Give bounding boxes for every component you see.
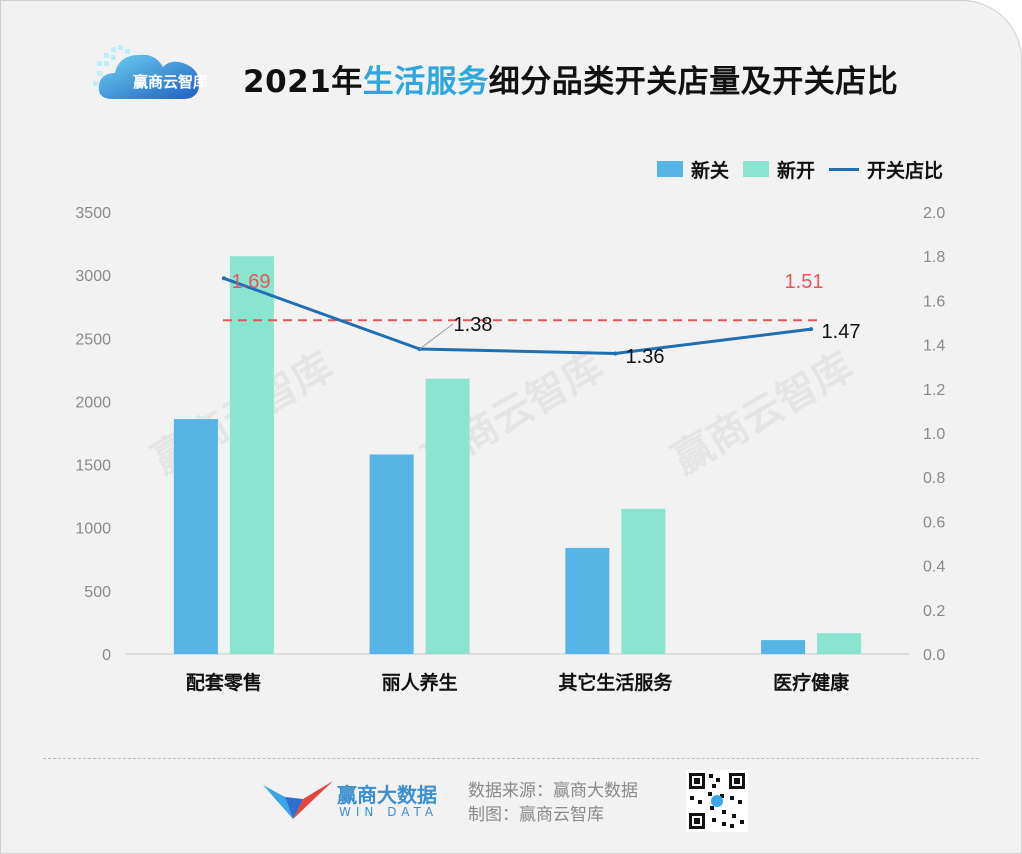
title-prefix: 2021年: [243, 64, 363, 100]
y-left-tick-label: 2000: [75, 394, 111, 411]
legend-label-close: 新关: [691, 159, 730, 182]
y-right-tick-label: 2.0: [923, 205, 945, 222]
title-highlight: 生活服务: [362, 64, 489, 100]
y-left-tick-label: 1000: [75, 521, 111, 538]
y-right-tick-label: 1.4: [923, 338, 945, 355]
reference-line-label: 1.51: [785, 271, 824, 293]
y-right-tick-label: 1.2: [923, 382, 945, 399]
ratio-data-label: 1.47: [822, 321, 861, 343]
legend-label-ratio: 开关店比: [867, 159, 944, 182]
bar-close: [565, 547, 610, 654]
ratio-label-leader: [419, 323, 454, 350]
legend-item-close: 新关: [657, 156, 729, 183]
made-by-line: 制图：赢商云智库: [468, 805, 604, 825]
y-left-tick-label: 1500: [75, 458, 111, 475]
y-right-tick-label: 1.6: [923, 293, 945, 310]
y-right-tick-label: 0.6: [923, 514, 945, 531]
legend: 新关 新开 开关店比: [657, 155, 957, 183]
source-line: 数据来源：赢商大数据: [468, 781, 638, 801]
source-block: 数据来源：赢商大数据 制图：赢商云智库: [468, 779, 638, 827]
legend-item-ratio: 开关店比: [829, 156, 943, 183]
x-tick-label: 丽人养生: [382, 671, 458, 694]
ratio-point: [809, 327, 814, 332]
brand-name: 赢商大数据: [337, 783, 437, 807]
brand-en: WIN DATA: [339, 805, 439, 819]
bar-open: [425, 378, 470, 654]
qr-code-icon[interactable]: [686, 770, 748, 832]
y-left-tick-label: 2500: [75, 331, 111, 348]
chart-svg: 0 500 1000 1500 2000 2500 3000 3500 0.0 0.2 0.4 0.6…: [75, 205, 945, 694]
ratio-point: [221, 276, 226, 281]
y-left-tick-label: 3500: [75, 205, 111, 222]
y-right-tick-label: 1.8: [923, 249, 945, 266]
y-right-tick-label: 0.8: [923, 470, 945, 487]
brand-logo-icon: [263, 781, 333, 819]
footer-divider: [43, 758, 979, 759]
title-suffix: 细分品类开关店量及开关店比: [488, 64, 899, 100]
x-tick-label: 医疗健康: [773, 671, 850, 694]
chart-title: 2021年生活服务细分品类开关店量及开关店比: [243, 56, 898, 101]
cloud-logo-icon: [93, 45, 200, 99]
legend-item-open: 新开: [743, 156, 815, 183]
y-left-tick-label: 500: [84, 584, 111, 601]
y-left-tick-label: 0: [102, 647, 111, 664]
bar-open: [621, 508, 666, 654]
y-right-tick-label: 1.0: [923, 426, 945, 443]
ratio-line: [223, 276, 812, 355]
y-left-tick-label: 3000: [75, 268, 111, 285]
bar-open: [229, 256, 274, 654]
ratio-point: [613, 351, 618, 356]
bar-close: [173, 419, 218, 654]
x-tick-label: 其它生活服务: [558, 671, 673, 694]
y-right-tick-label: 0.4: [923, 559, 945, 576]
y-right-tick-label: 0.2: [923, 603, 945, 620]
logo-text: 赢商云智库: [133, 73, 209, 91]
ratio-data-label: 1.69: [232, 271, 271, 293]
ratio-data-label: 1.38: [454, 314, 493, 336]
legend-label-open: 新开: [777, 159, 816, 182]
bar-close: [761, 640, 806, 654]
bar-close: [369, 454, 414, 654]
ratio-data-label: 1.36: [626, 346, 665, 368]
bar-open: [817, 633, 862, 654]
x-tick-label: 配套零售: [186, 671, 262, 694]
legend-swatch-open: [743, 161, 770, 177]
logo-text-wrap: 赢商云智库: [93, 43, 209, 105]
legend-swatch-ratio: [829, 167, 860, 171]
y-right-tick-label: 0.0: [923, 647, 945, 664]
legend-swatch-close: [657, 161, 683, 177]
